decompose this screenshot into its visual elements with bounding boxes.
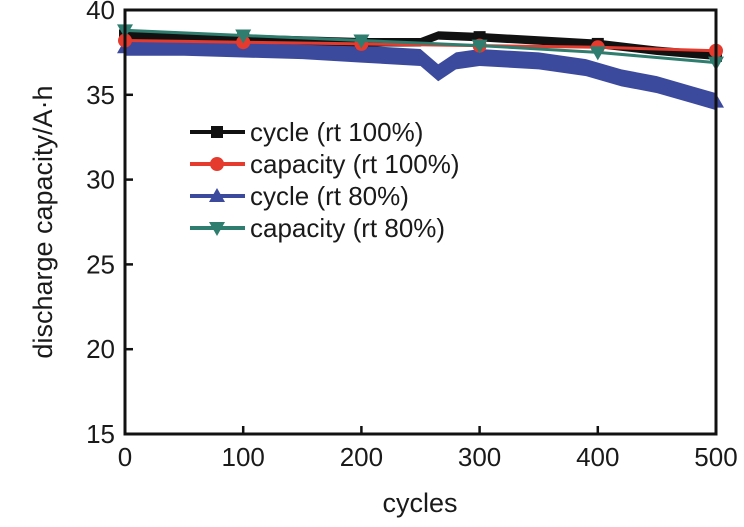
legend-marker: [209, 188, 225, 202]
series-band: [125, 38, 716, 111]
series-line: [124, 39, 717, 53]
x-tick-label: 400: [576, 442, 619, 472]
legend-item: cycle (rt 80%): [190, 181, 409, 211]
legend-label: cycle (rt 80%): [250, 181, 409, 211]
y-tick-label: 40: [86, 0, 115, 25]
legend: cycle (rt 100%)capacity (rt 100%)cycle (…: [190, 117, 460, 243]
data-point: [353, 46, 370, 61]
data-point: [589, 46, 606, 61]
x-tick-label: 100: [222, 442, 265, 472]
data-point: [353, 34, 370, 49]
series-line: [124, 28, 717, 65]
x-axis-title: cycles: [382, 488, 457, 518]
legend-item: capacity (rt 100%): [190, 149, 460, 179]
x-tick-label: 200: [340, 442, 383, 472]
legend-label: capacity (rt 80%): [250, 213, 445, 243]
x-tick-label: 300: [458, 442, 501, 472]
data-point: [471, 49, 488, 64]
ticks-layer: 0 100 200 300 400 500 15 20 25 30 35 40: [86, 0, 738, 472]
plot-frame: [123, 8, 718, 436]
legend-label: capacity (rt 100%): [250, 149, 460, 179]
legend-marker: [209, 222, 225, 236]
y-axis-title: discharge capacity/A·h: [28, 85, 58, 358]
y-tick-label: 20: [86, 334, 115, 364]
legend-marker: [211, 126, 223, 138]
legend-marker: [210, 157, 224, 171]
legend-item: cycle (rt 100%): [190, 117, 423, 147]
y-tick-label: 25: [86, 249, 115, 279]
x-tick-label: 0: [118, 442, 132, 472]
y-tick-label: 30: [86, 165, 115, 195]
y-tick-label: 35: [86, 80, 115, 110]
legend-label: cycle (rt 100%): [250, 117, 423, 147]
data-point: [471, 39, 488, 54]
series-layer: [117, 24, 724, 111]
y-tick-label: 15: [86, 419, 115, 449]
legend-item: capacity (rt 80%): [190, 213, 445, 243]
x-tick-label: 500: [694, 442, 737, 472]
data-point: [235, 29, 252, 44]
